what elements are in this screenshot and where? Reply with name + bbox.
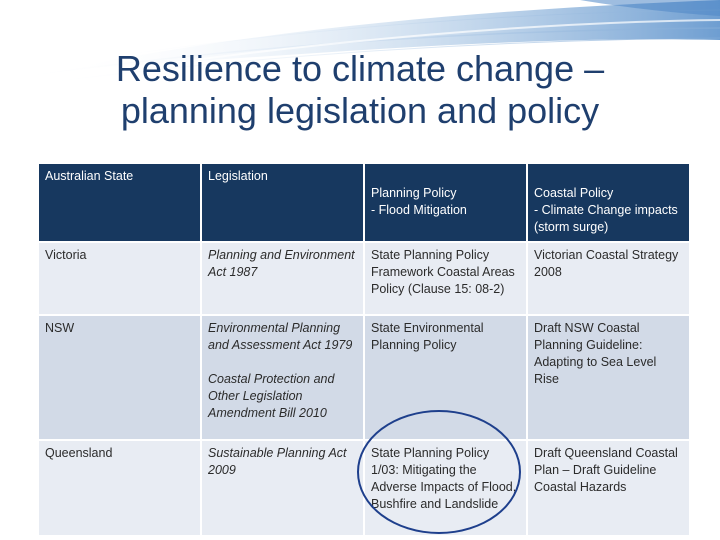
header-coastal-policy: Coastal Policy - Climate Change impacts … [526, 162, 691, 243]
cell-state-text: Queensland [45, 446, 113, 460]
cell-legislation: Environmental Planning and Assessment Ac… [200, 314, 365, 441]
cell-coastal-policy: Draft Queensland Coastal Plan – Draft Gu… [526, 439, 691, 537]
table-header-row: Australian State Legislation Planning Po… [37, 162, 691, 243]
cell-legislation-text: Planning and Environment Act 1987 [208, 248, 355, 279]
header-australian-state-text: Australian State [45, 169, 134, 183]
cell-coastal-policy: Victorian Coastal Strategy 2008 [526, 241, 691, 316]
cell-state: Queensland [37, 439, 202, 537]
table-row: Victoria Planning and Environment Act 19… [37, 241, 691, 316]
header-australian-state: Australian State [37, 162, 202, 243]
slide-title-line1: Resilience to climate change – [115, 48, 605, 89]
cell-legislation-text: Sustainable Planning Act 2009 [208, 446, 347, 477]
cell-state-text: NSW [45, 321, 75, 335]
cell-coastal-policy-text: Draft NSW Coastal Planning Guideline: Ad… [534, 321, 657, 386]
cell-coastal-policy-text: Draft Queensland Coastal Plan – Draft Gu… [534, 446, 678, 494]
cell-gap [208, 354, 357, 371]
cell-planning-policy-text: State Planning Policy Framework Coastal … [371, 248, 515, 296]
slide-title-line2: planning legislation and policy [120, 90, 600, 131]
table-row: NSW Environmental Planning and Assessmen… [37, 314, 691, 441]
header-legislation: Legislation [200, 162, 365, 243]
header-planning-policy: Planning Policy - Flood Mitigation [363, 162, 528, 243]
cell-state-text: Victoria [45, 248, 87, 262]
header-planning-policy-text: Planning Policy - Flood Mitigation [371, 186, 467, 217]
cell-legislation: Sustainable Planning Act 2009 [200, 439, 365, 537]
cell-legislation: Planning and Environment Act 1987 [200, 241, 365, 316]
cell-planning-policy: State Planning Policy Framework Coastal … [363, 241, 528, 316]
cell-planning-policy-text: State Environmental Planning Policy [371, 321, 484, 352]
header-coastal-policy-text: Coastal Policy - Climate Change impacts … [534, 186, 678, 234]
cell-state: NSW [37, 314, 202, 441]
cell-legislation-text: Environmental Planning and Assessment Ac… [208, 321, 353, 352]
cell-state: Victoria [37, 241, 202, 316]
cell-legislation-text-2: Coastal Protection and Other Legislation… [208, 372, 335, 420]
cell-coastal-policy: Draft NSW Coastal Planning Guideline: Ad… [526, 314, 691, 441]
cell-coastal-policy-text: Victorian Coastal Strategy 2008 [534, 248, 679, 279]
header-legislation-text: Legislation [208, 169, 268, 183]
highlight-circle [357, 410, 521, 534]
slide-title: Resilience to climate change – planning … [20, 48, 700, 132]
